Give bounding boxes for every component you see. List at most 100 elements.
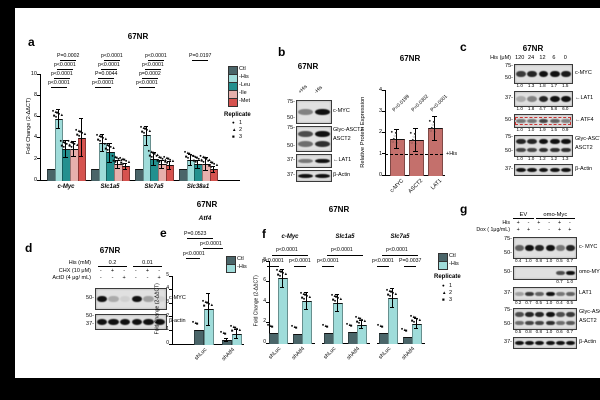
treatment-sign: - (548, 227, 551, 233)
error-bar (168, 160, 170, 170)
error-bar (57, 108, 59, 129)
quant-value: 1.3 (527, 83, 535, 88)
blot-band (535, 320, 545, 326)
panel-a-letter: a (28, 35, 35, 49)
replicate-label: 2 (239, 127, 243, 133)
y-tick-label: 0 (33, 176, 37, 183)
replicate-dot: ■ (349, 322, 353, 328)
replicate-dot: ▲ (120, 156, 126, 162)
panel-d-title: 67NR (99, 246, 121, 255)
y-tick-label: 8 (263, 256, 266, 263)
data-point: ● (394, 129, 398, 135)
quant-value: 1.0 (566, 279, 574, 284)
blot-band (545, 245, 555, 251)
mw-marker: 75- (505, 63, 513, 69)
mw-marker: 50- (505, 75, 513, 81)
replicate-dot: ● (191, 319, 195, 325)
replicate-dot: ■ (166, 156, 170, 162)
replicate-marker: ● (232, 120, 235, 125)
error-bar-cap (334, 294, 340, 296)
replicate-dot: ● (206, 158, 210, 164)
p-value-underline (60, 60, 76, 61)
error-bar-cap (210, 172, 216, 173)
p-value-underline (51, 87, 67, 88)
quant-value: 0.8 (525, 329, 532, 334)
replicate-dot: ● (209, 164, 213, 170)
replicate-dot: ● (111, 153, 114, 159)
bar (194, 330, 204, 345)
blot-band (131, 319, 142, 325)
gene-title: Slc1a5 (335, 234, 355, 240)
dose-value: 24 (528, 55, 535, 61)
replicate-dot: ● (235, 325, 239, 331)
replicate-dot: ■ (107, 143, 111, 149)
data-point: ○ (391, 138, 395, 144)
replicate-dot: ● (165, 160, 169, 166)
legend-label: -His (239, 74, 249, 80)
treatment-sign: - (568, 220, 571, 226)
replicate-dot: ■ (404, 327, 408, 333)
y-tick-label: 1 (166, 326, 169, 333)
p-value-underline (187, 238, 213, 239)
replicate-dot: ■ (413, 314, 417, 320)
replicate-dot: ■ (96, 136, 100, 142)
x-category-label: Slc1a5 (100, 184, 120, 190)
replicate-dot: ■ (55, 109, 59, 115)
replicate-dot: ■ (200, 158, 203, 164)
error-bar-cap (223, 337, 229, 339)
error-bar (197, 159, 199, 169)
replicate-dot: ● (266, 321, 270, 327)
y-axis-tick (266, 301, 269, 303)
replicate-dot: ● (191, 153, 195, 159)
panel-e-gene-title: Atf4 (198, 215, 212, 222)
replicate-dot: ■ (119, 160, 123, 166)
blot-band (566, 341, 576, 345)
treatment-sign: + (516, 227, 520, 233)
x-category-label: LAT1 (429, 178, 443, 192)
y-tick-label: 4 (378, 86, 382, 93)
error-bar (73, 141, 74, 157)
legend-label: -Leu (239, 82, 251, 88)
bar (142, 135, 152, 181)
replicate-dot: ▲ (237, 326, 242, 332)
quant-value: 1.0 (545, 329, 553, 334)
band-label: β-Actin (575, 165, 593, 172)
panel-f-letter: f (262, 227, 266, 241)
error-bar-cap (63, 140, 69, 142)
band-label: Glyc-ASCT2 (333, 127, 364, 133)
error-bar-cap (394, 148, 399, 149)
quant-value: 0.8 (535, 329, 543, 334)
gene-title: c-Myc (281, 234, 299, 240)
replicate-marker: ■ (232, 134, 235, 139)
error-bar-cap (195, 159, 201, 161)
error-bar (305, 292, 307, 310)
replicate-dot: ■ (358, 315, 362, 321)
replicate-dot: ■ (115, 155, 118, 161)
replicate-dot: ▲ (307, 293, 312, 299)
replicate-dot: ■ (389, 288, 393, 294)
bar (412, 323, 422, 344)
replicate-dot: ▲ (119, 157, 124, 163)
replicate-dot: ■ (203, 155, 206, 161)
panel-e: e 67NR Atf4 0 1 2 3 4 5 Fold Change (2-ΔΔCT) ● ▲… (150, 198, 260, 380)
error-bar-cap (233, 338, 239, 339)
blot-band (297, 130, 314, 138)
p-value: p<0.0001 (48, 80, 70, 86)
p-value: p<0.0001 (386, 247, 408, 253)
quant-value: 0.6 (556, 329, 563, 334)
replicate-dot: ▲ (193, 320, 198, 326)
y-axis-tick (169, 302, 172, 304)
mw-marker: 75- (287, 99, 295, 105)
y-tick-label: 6 (33, 113, 37, 120)
replicate-dot: ● (207, 301, 211, 307)
quant-value: 4.7 (539, 106, 546, 111)
replicate-dot: ■ (223, 330, 227, 336)
x-category-label: shLuc (267, 346, 283, 361)
mw-marker: 50- (287, 115, 295, 121)
blot-band (515, 147, 526, 153)
panel-c-letter: c (460, 40, 467, 54)
error-bar (391, 288, 393, 308)
replicate-dot: ■ (355, 318, 359, 324)
blot-band (545, 312, 555, 318)
blot-band (538, 118, 549, 124)
